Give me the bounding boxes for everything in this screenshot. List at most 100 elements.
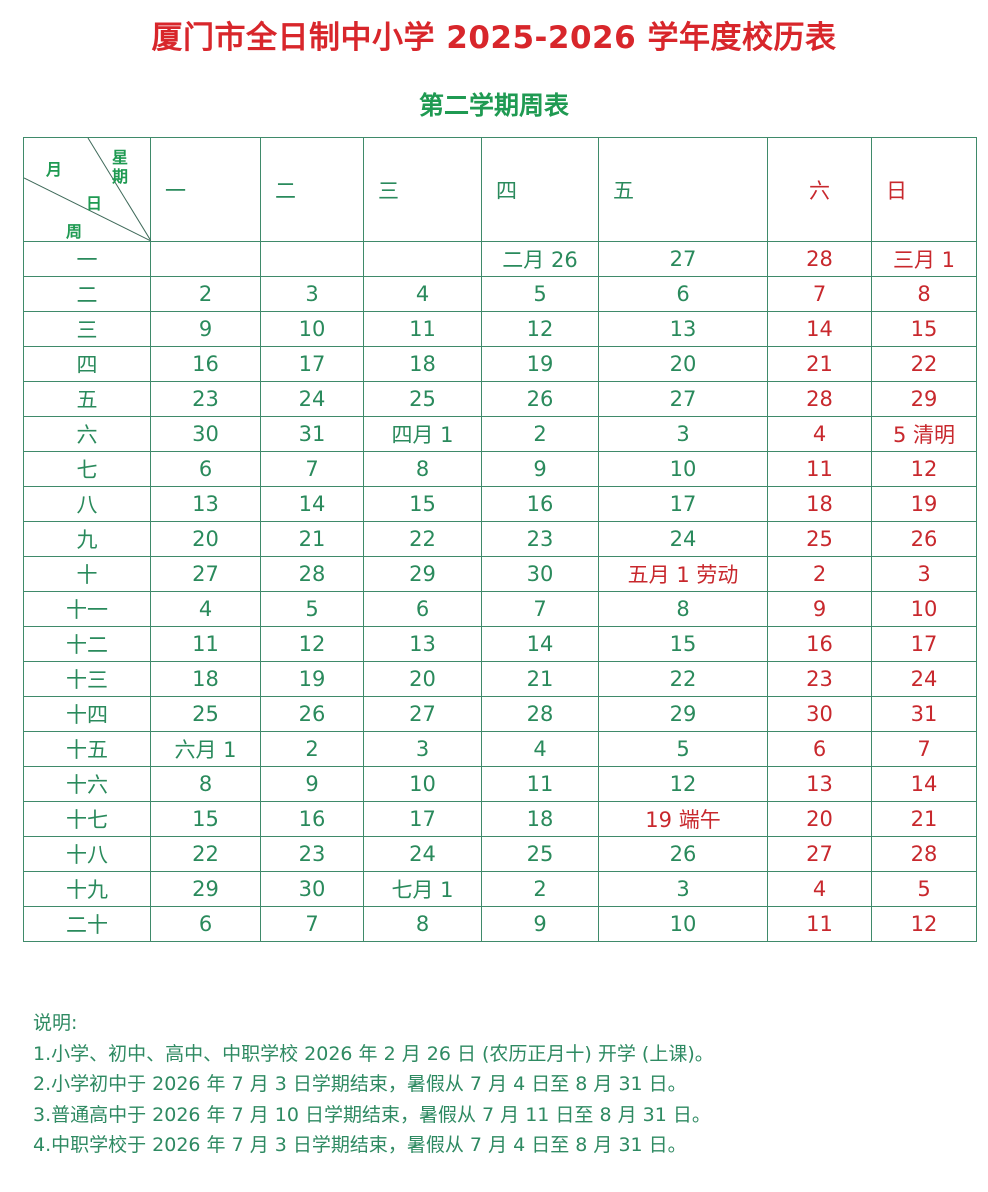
day-cell: 4: [150, 591, 261, 627]
day-cell: 26: [481, 381, 599, 417]
holiday-cell: 19 端午: [598, 801, 768, 837]
day-cell: 27: [598, 241, 768, 277]
week-number-cell: 五: [23, 381, 151, 417]
day-cell: 6: [363, 591, 482, 627]
day-cell: 2: [481, 416, 599, 452]
day-cell: 12: [260, 626, 364, 662]
day-cell: 3: [260, 276, 364, 312]
weekend-day-cell: 14: [871, 766, 977, 802]
day-cell: 28: [260, 556, 364, 592]
day-cell: 27: [363, 696, 482, 732]
day-cell: 12: [598, 766, 768, 802]
weekend-day-cell: 22: [871, 346, 977, 382]
day-cell: 4: [363, 276, 482, 312]
day-cell: 17: [363, 801, 482, 837]
week-row: 三 9 10 11 12 13 14 15: [23, 311, 977, 347]
day-cell: 23: [260, 836, 364, 872]
day-cell: 20: [363, 661, 482, 697]
day-cell: 7: [481, 591, 599, 627]
week-row: 十二 11 12 13 14 15 16 17: [23, 626, 977, 662]
weekend-day-cell: 5: [871, 871, 977, 907]
weekend-day-cell: 20: [767, 801, 872, 837]
day-cell: 9: [481, 906, 599, 942]
weekend-day-cell: 5 清明: [871, 416, 977, 452]
day-cell: 25: [481, 836, 599, 872]
day-cell: 24: [363, 836, 482, 872]
note-item: 2.小学初中于 2026 年 7 月 3 日学期结束，暑假从 7 月 4 日至 …: [33, 1073, 687, 1095]
day-cell: 3: [598, 871, 768, 907]
day-cell: 11: [363, 311, 482, 347]
week-number-cell: 十五: [23, 731, 151, 767]
day-cell: 2: [260, 731, 364, 767]
corner-month-label: 月: [46, 160, 63, 179]
week-number-cell: 四: [23, 346, 151, 382]
weekend-day-cell: 17: [871, 626, 977, 662]
day-cell: 18: [363, 346, 482, 382]
week-row: 九 20 21 22 23 24 25 26: [23, 521, 977, 557]
weekend-day-cell: 26: [871, 521, 977, 557]
day-cell: 9: [150, 311, 261, 347]
weekend-day-cell: 9: [767, 591, 872, 627]
weekend-day-cell: 4: [767, 871, 872, 907]
week-number-cell: 十七: [23, 801, 151, 837]
weekend-day-cell: 21: [871, 801, 977, 837]
day-cell: 14: [260, 486, 364, 522]
day-cell: 29: [150, 871, 261, 907]
weekend-day-cell: 29: [871, 381, 977, 417]
day-cell: 3: [363, 731, 482, 767]
day-cell: 19: [260, 661, 364, 697]
week-row: 十七 15 16 17 18 19 端午 20 21: [23, 801, 977, 837]
day-cell: 13: [598, 311, 768, 347]
day-cell: 8: [598, 591, 768, 627]
weekday-header-sat: 六: [767, 137, 872, 242]
note-item: 4.中职学校于 2026 年 7 月 3 日学期结束，暑假从 7 月 4 日至 …: [33, 1134, 687, 1156]
corner-week-label: 周: [66, 222, 83, 241]
day-cell: 13: [150, 486, 261, 522]
week-number-cell: 十二: [23, 626, 151, 662]
day-cell: 17: [598, 486, 768, 522]
weekend-day-cell: 11: [767, 451, 872, 487]
day-cell: 19: [481, 346, 599, 382]
day-cell: 6: [150, 451, 261, 487]
day-cell: 13: [363, 626, 482, 662]
weekday-header-tue: 二: [260, 137, 364, 242]
day-cell: 7: [260, 451, 364, 487]
week-row: 十八 22 23 24 25 26 27 28: [23, 836, 977, 872]
weekday-header-sun: 日: [871, 137, 977, 242]
weekend-day-cell: 13: [767, 766, 872, 802]
week-number-cell: 十: [23, 556, 151, 592]
header-row: 月 星期 日 周 一 二 三 四 五 六 日: [23, 137, 977, 242]
weekend-day-cell: 12: [871, 906, 977, 942]
note-item: 1.小学、初中、高中、中职学校 2026 年 2 月 26 日 (农历正月十) …: [33, 1042, 714, 1065]
day-cell: 3: [598, 416, 768, 452]
weekend-day-cell: 7: [767, 276, 872, 312]
weekend-day-cell: 14: [767, 311, 872, 347]
week-row: 十 27 28 29 30 五月 1 劳动 2 3: [23, 556, 977, 592]
day-cell: [260, 241, 364, 277]
weekend-day-cell: 19: [871, 486, 977, 522]
week-number-cell: 六: [23, 416, 151, 452]
week-number-cell: 三: [23, 311, 151, 347]
day-cell: 20: [598, 346, 768, 382]
day-cell: 17: [260, 346, 364, 382]
week-row: 二十 6 7 8 9 10 11 12: [23, 906, 977, 942]
corner-day-label: 日: [86, 194, 103, 213]
day-cell: 5: [481, 276, 599, 312]
day-cell: 9: [260, 766, 364, 802]
day-cell: 11: [150, 626, 261, 662]
day-cell: 12: [481, 311, 599, 347]
weekend-day-cell: 3: [871, 556, 977, 592]
week-number-cell: 十四: [23, 696, 151, 732]
weekend-day-cell: 28: [767, 381, 872, 417]
weekend-day-cell: 4: [767, 416, 872, 452]
day-cell: 30: [150, 416, 261, 452]
note-item: 3.普通高中于 2026 年 7 月 10 日学期结束，暑假从 7 月 11 日…: [33, 1103, 711, 1126]
day-cell: 30: [481, 556, 599, 592]
week-number-cell: 十三: [23, 661, 151, 697]
day-cell: 29: [363, 556, 482, 592]
week-number-cell: 二十: [23, 906, 151, 942]
day-cell: 24: [598, 521, 768, 557]
